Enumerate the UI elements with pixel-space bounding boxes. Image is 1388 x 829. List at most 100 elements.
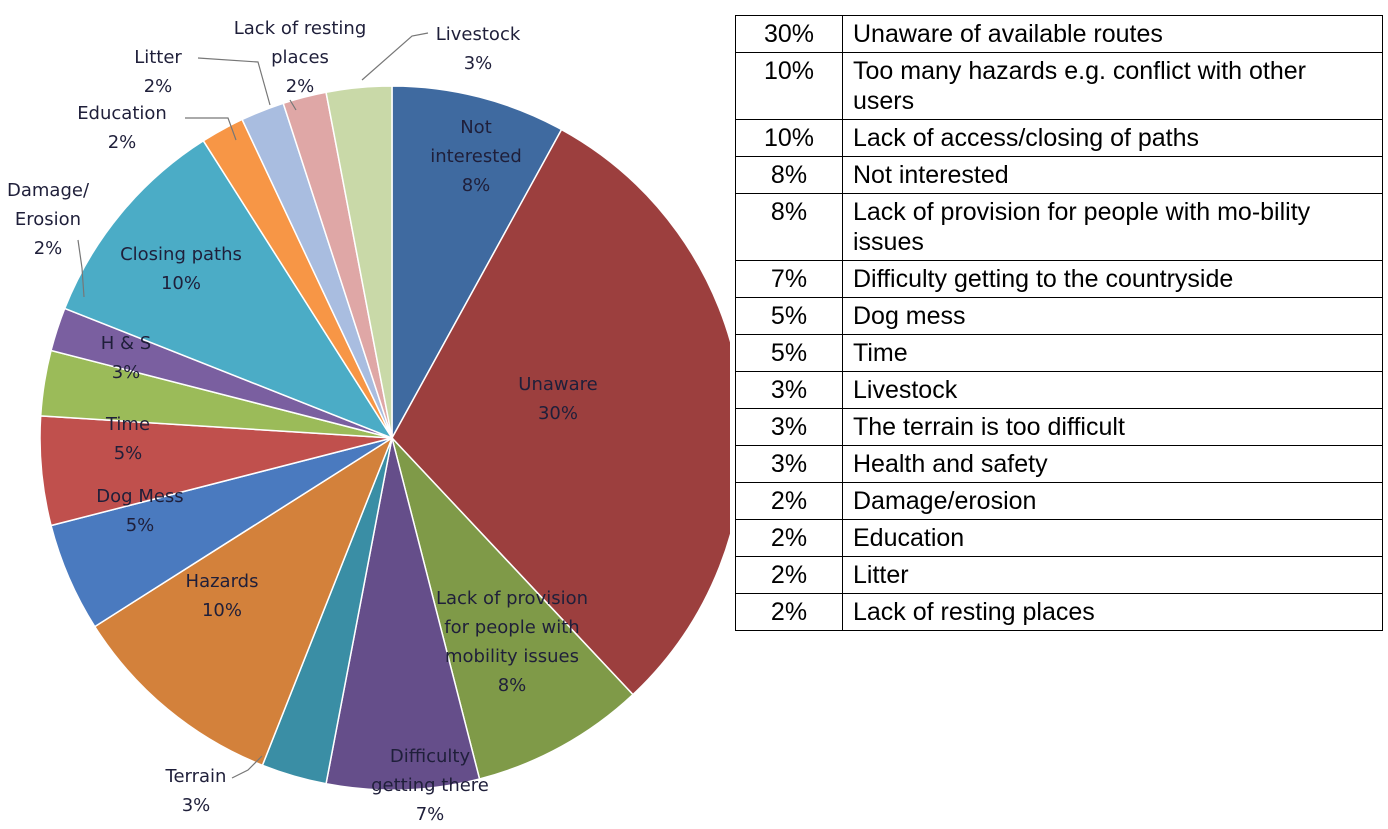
slice-label: Time 5% (88, 410, 168, 468)
table-row: 3% Livestock (735, 371, 1383, 409)
percent-cell: 2% (735, 519, 843, 557)
percent-cell: 3% (735, 445, 843, 483)
table-row: 5% Dog mess (735, 297, 1383, 335)
slice-label: Terrain 3% (156, 762, 236, 820)
reason-cell: Not interested (842, 156, 1383, 194)
category-label: Terrain (165, 766, 227, 787)
table-row: 3% The terrain is too difficult (735, 408, 1383, 446)
category-label: Unaware (518, 374, 598, 395)
value-label: 2% (33, 238, 63, 259)
pie-slice (325, 437, 481, 791)
category-label: Difficulty getting there (371, 746, 489, 796)
pie-slice (391, 128, 730, 696)
leader-line (361, 32, 429, 81)
pie-slice (63, 139, 394, 440)
pie-slice (325, 85, 393, 439)
slice-label: Education 2% (67, 99, 177, 157)
slice-label: Lack of resting places 2% (225, 14, 375, 101)
value-label: 7% (415, 804, 445, 825)
value-label: 2% (107, 132, 137, 153)
table-row: 2% Litter (735, 556, 1383, 594)
slice-label: Hazards 10% (172, 567, 272, 625)
reason-cell: Lack of resting places (842, 593, 1383, 631)
slice-label: Difficulty getting there 7% (365, 742, 495, 829)
percent-cell: 30% (735, 15, 843, 53)
reason-cell: Litter (842, 556, 1383, 594)
reason-cell: Education (842, 519, 1383, 557)
category-label: Closing paths (120, 244, 242, 265)
table-row: 3% Health and safety (735, 445, 1383, 483)
percent-cell: 2% (735, 556, 843, 594)
slice-label: Unaware 30% (503, 370, 613, 428)
leader-line (289, 99, 297, 111)
value-label: 5% (113, 443, 143, 464)
percent-cell: 10% (735, 119, 843, 157)
slice-label: H & S 3% (86, 329, 166, 387)
pie-slice (391, 437, 635, 780)
category-label: Livestock (435, 24, 521, 45)
category-label: Dog Mess (96, 486, 184, 507)
category-label: Education (77, 103, 167, 124)
pie-slice (391, 85, 563, 439)
category-label: Time (105, 414, 151, 435)
table-row: 2% Lack of resting places (735, 593, 1383, 631)
reason-cell: Lack of access/closing of paths (842, 119, 1383, 157)
reason-cell: Difficulty getting to the countryside (842, 260, 1383, 298)
value-label: 3% (181, 795, 211, 816)
table-row: 10% Too many hazards e.g. conflict with o… (735, 52, 1383, 120)
percent-cell: 3% (735, 408, 843, 446)
reason-cell: Damage/erosion (842, 482, 1383, 520)
percent-cell: 2% (735, 593, 843, 631)
table-row: 8% Lack of provision for people with mo-b… (735, 193, 1383, 261)
table-row: 5% Time (735, 334, 1383, 372)
reason-cell: Dog mess (842, 297, 1383, 335)
leader-line (197, 57, 271, 106)
category-label: Lack of resting places (233, 18, 367, 68)
leader-line (231, 755, 263, 779)
percent-cell: 7% (735, 260, 843, 298)
reason-cell: Livestock (842, 371, 1383, 409)
reason-cell: The terrain is too difficult (842, 408, 1383, 446)
slice-label: Not interested 8% (421, 113, 531, 200)
percent-cell: 5% (735, 297, 843, 335)
slice-label: Litter 2% (128, 43, 188, 101)
value-label: 8% (497, 675, 527, 696)
reason-cell: Unaware of available routes (842, 15, 1383, 53)
reason-cell: Too many hazards e.g. conflict with othe… (842, 52, 1383, 120)
percent-cell: 2% (735, 482, 843, 520)
reason-cell: Health and safety (842, 445, 1383, 483)
table-row: 10% Lack of access/closing of paths (735, 119, 1383, 157)
value-label: 5% (125, 515, 155, 536)
category-label: Lack of provision for people with mobili… (435, 588, 589, 667)
slice-label: Livestock 3% (428, 20, 528, 78)
percent-cell: 10% (735, 52, 843, 120)
percent-cell: 3% (735, 371, 843, 409)
value-label: 30% (537, 403, 578, 424)
category-label: Hazards (185, 571, 259, 592)
table-row: 2% Damage/erosion (735, 482, 1383, 520)
table-row: 8% Not interested (735, 156, 1383, 194)
table-row: 2% Education (735, 519, 1383, 557)
category-label: Litter (134, 47, 182, 68)
reason-cell: Time (842, 334, 1383, 372)
percent-cell: 8% (735, 193, 843, 261)
slice-label: Closing paths 10% (106, 240, 256, 298)
percent-cell: 5% (735, 334, 843, 372)
value-label: 10% (160, 273, 201, 294)
leader-line (185, 117, 237, 141)
slice-label: Lack of provision for people with mobili… (432, 584, 592, 700)
percent-cell: 8% (735, 156, 843, 194)
category-label: Damage/ Erosion (6, 180, 90, 230)
value-label: 3% (463, 53, 493, 74)
category-label: Not interested (430, 117, 522, 167)
value-label: 2% (143, 76, 173, 97)
leader-line (77, 239, 85, 298)
pie-slice (93, 436, 394, 767)
category-label: H & S (100, 333, 152, 354)
reason-cell: Lack of provision for people with mo-bil… (842, 193, 1383, 261)
reason-table: 30% Unaware of available routes 10% Too man… (735, 15, 1383, 631)
value-label: 2% (285, 76, 315, 97)
slice-label: Dog Mess 5% (90, 482, 190, 540)
value-label: 10% (201, 600, 242, 621)
